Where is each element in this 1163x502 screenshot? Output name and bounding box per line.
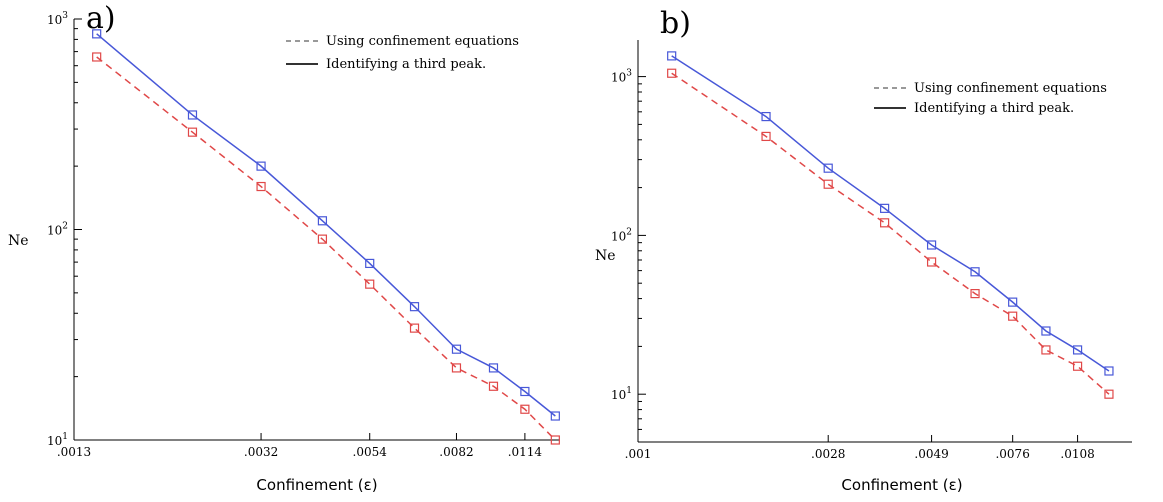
series-line xyxy=(96,33,556,417)
series-line xyxy=(96,56,556,441)
data-point-marker xyxy=(1072,361,1083,371)
data-point-marker xyxy=(1041,326,1051,336)
data-point-marker xyxy=(488,363,499,373)
data-point-marker xyxy=(317,234,328,244)
data-point-marker xyxy=(187,127,198,137)
series-third-peak xyxy=(667,51,1114,376)
x-tick-label: .0054 xyxy=(353,445,388,459)
data-point-marker xyxy=(970,267,980,277)
data-point-marker xyxy=(520,404,530,414)
data-point-marker xyxy=(451,363,462,373)
y-axis-title: Ne xyxy=(8,233,29,249)
data-point-marker xyxy=(970,289,980,299)
y-tick-label: 101 xyxy=(611,386,632,402)
y-tick-label: 103 xyxy=(611,69,632,85)
y-tick-label: 103 xyxy=(47,11,68,27)
data-point-marker xyxy=(317,216,328,226)
data-point-marker xyxy=(256,161,266,171)
data-point-marker xyxy=(365,258,375,269)
series-confinement-equations xyxy=(92,52,560,445)
data-point-marker xyxy=(926,257,937,267)
data-point-marker xyxy=(92,29,102,39)
x-tick-label: .0049 xyxy=(914,447,948,461)
x-tick-label: .0032 xyxy=(244,445,278,459)
data-point-marker xyxy=(761,131,771,142)
data-point-marker xyxy=(187,110,198,120)
data-point-marker xyxy=(1008,297,1018,307)
x-tick-label: .0076 xyxy=(995,447,1029,461)
legend-label: Identifying a third peak. xyxy=(914,101,1074,116)
x-tick-label: .0013 xyxy=(57,445,91,459)
chart-panel-a: a)101102103.0013.0032.0054.0082.0114Conf… xyxy=(8,1,560,494)
legend-label: Identifying a third peak. xyxy=(326,57,486,72)
data-point-marker xyxy=(823,179,833,189)
panel-label: b) xyxy=(660,6,691,41)
legend: Using confinement equations Identifying a… xyxy=(286,34,519,72)
data-point-marker xyxy=(823,163,833,173)
data-point-marker xyxy=(256,181,266,192)
data-point-marker xyxy=(880,218,890,228)
y-tick-label: 102 xyxy=(47,222,68,238)
x-axis-title: Confinement (ε) xyxy=(841,476,962,494)
x-tick-label: .0028 xyxy=(811,447,845,461)
data-point-marker xyxy=(1072,345,1083,355)
legend: Using confinement equations Identifying a… xyxy=(874,81,1107,116)
y-tick-label: 101 xyxy=(47,432,68,448)
legend-label: Using confinement equations xyxy=(326,34,519,49)
series-confinement-equations xyxy=(667,68,1114,399)
data-point-marker xyxy=(1104,366,1114,376)
data-point-marker xyxy=(550,411,560,421)
data-point-marker xyxy=(926,240,937,250)
chart-panel-b: b) 101 102 103 .001 .0028 .0049 .0076 .0108 Confi… xyxy=(595,6,1132,494)
data-point-marker xyxy=(409,302,420,312)
data-point-marker xyxy=(409,323,420,333)
data-point-marker xyxy=(520,386,530,397)
data-point-marker xyxy=(1041,345,1051,355)
data-point-marker xyxy=(880,203,890,213)
series-line xyxy=(671,72,1110,395)
series-line xyxy=(671,55,1110,372)
legend-label: Using confinement equations xyxy=(914,81,1107,96)
data-point-marker xyxy=(1008,311,1018,321)
series-third-peak xyxy=(92,29,560,421)
x-tick-label: .0114 xyxy=(508,445,543,459)
data-point-marker xyxy=(365,279,375,289)
data-point-marker xyxy=(488,381,499,391)
data-point-marker xyxy=(1104,389,1114,399)
x-tick-label: .001 xyxy=(625,447,652,461)
data-point-marker xyxy=(667,51,677,61)
x-axis-title: Confinement (ε) xyxy=(256,476,377,494)
data-point-marker xyxy=(451,344,462,354)
x-tick-label: .0108 xyxy=(1060,447,1094,461)
y-tick-label: 102 xyxy=(611,227,632,243)
y-axis-title: Ne xyxy=(595,248,616,264)
data-point-marker xyxy=(550,435,560,445)
data-point-marker xyxy=(761,111,771,122)
data-point-marker xyxy=(92,52,102,62)
data-point-marker xyxy=(667,68,677,78)
x-tick-label: .0082 xyxy=(439,445,473,459)
